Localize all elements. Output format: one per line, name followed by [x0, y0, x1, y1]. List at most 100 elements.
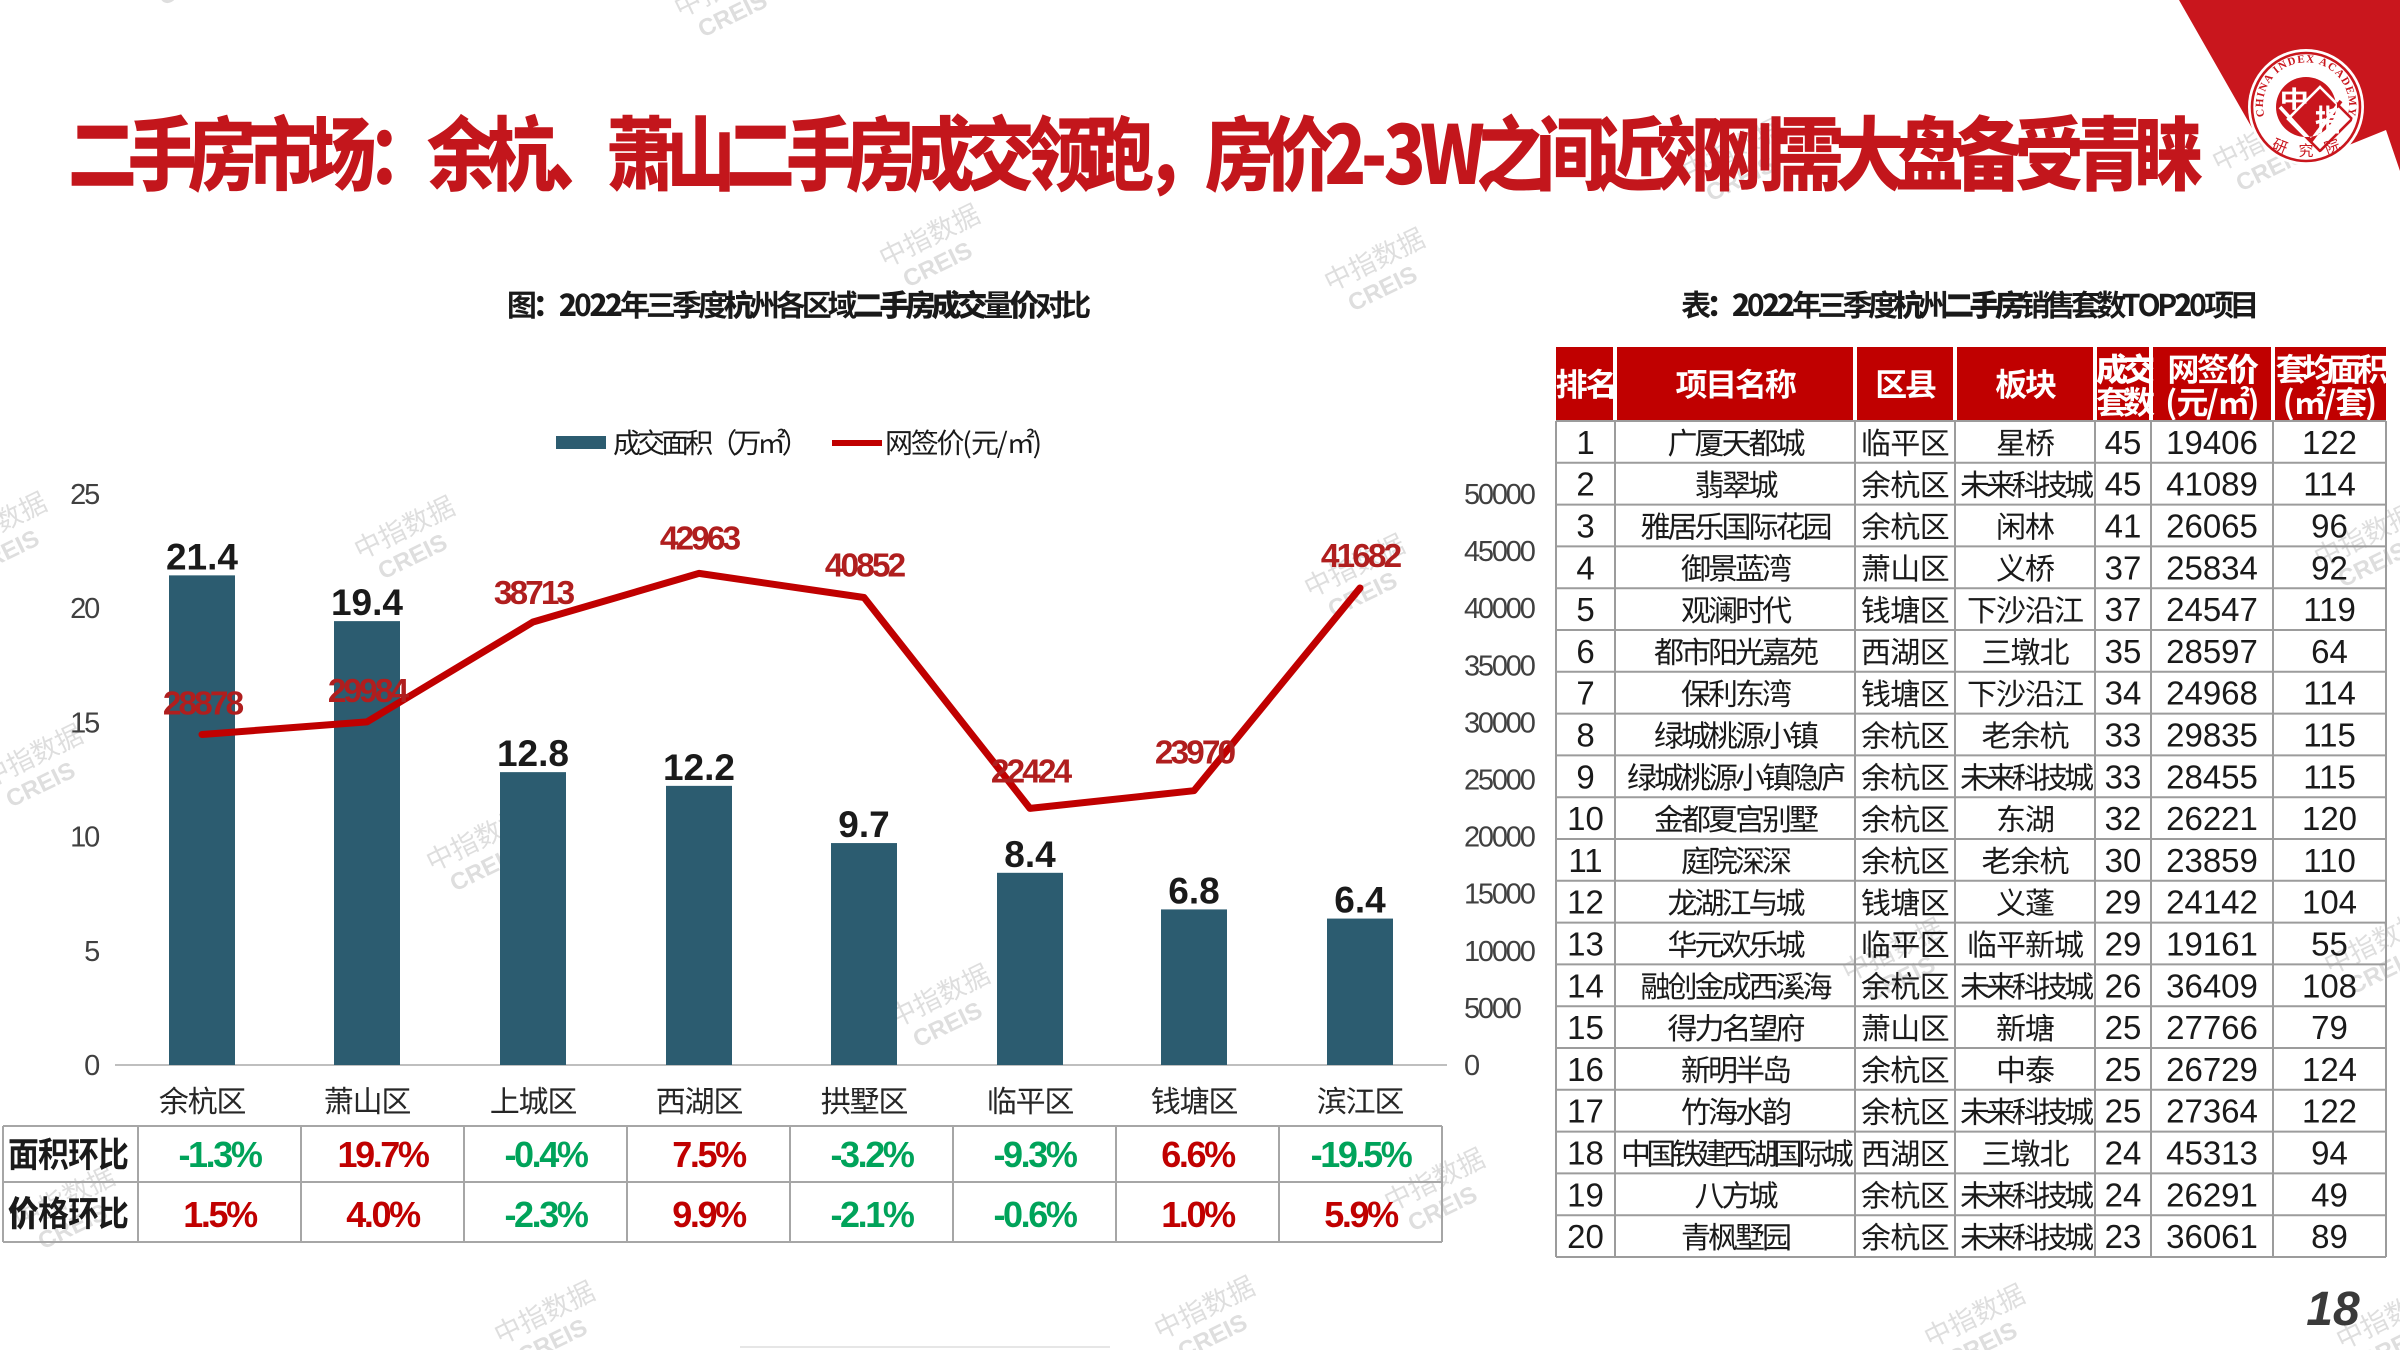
svg-text:122: 122 — [2302, 1093, 2357, 1130]
svg-text:3: 3 — [1576, 508, 1594, 545]
svg-text:38713: 38713 — [494, 575, 575, 612]
svg-text:26291: 26291 — [2166, 1176, 2258, 1213]
svg-text:30: 30 — [2105, 842, 2142, 879]
svg-text:45: 45 — [2105, 466, 2142, 503]
svg-text:CREIS: CREIS — [154, 0, 232, 11]
svg-text:-9.3%: -9.3% — [993, 1134, 1077, 1175]
svg-text:12: 12 — [1567, 884, 1604, 921]
svg-text:12.2: 12.2 — [663, 747, 735, 788]
svg-text:120: 120 — [2302, 800, 2357, 837]
svg-text:26: 26 — [2105, 967, 2142, 1004]
svg-text:20: 20 — [1567, 1218, 1604, 1255]
svg-text:19406: 19406 — [2166, 424, 2258, 461]
svg-text:12.8: 12.8 — [497, 733, 569, 774]
svg-text:19: 19 — [1567, 1176, 1604, 1213]
svg-text:-0.4%: -0.4% — [504, 1134, 588, 1175]
svg-text:28455: 28455 — [2166, 758, 2258, 795]
svg-text:49: 49 — [2311, 1176, 2348, 1213]
svg-text:13: 13 — [1567, 926, 1604, 963]
svg-text:25000: 25000 — [1464, 765, 1535, 797]
svg-text:115: 115 — [2303, 758, 2356, 795]
svg-text:41089: 41089 — [2166, 466, 2258, 503]
svg-text:26221: 26221 — [2166, 800, 2258, 837]
svg-text:115: 115 — [2303, 717, 2356, 754]
svg-text:5.9%: 5.9% — [1324, 1194, 1399, 1235]
svg-text:1.5%: 1.5% — [183, 1194, 258, 1235]
svg-text:20: 20 — [70, 593, 99, 625]
svg-text:36061: 36061 — [2166, 1218, 2258, 1255]
svg-text:36409: 36409 — [2166, 967, 2258, 1004]
svg-text:122: 122 — [2302, 424, 2357, 461]
svg-text:104: 104 — [2302, 884, 2357, 921]
svg-text:37: 37 — [2105, 549, 2142, 586]
svg-text:0: 0 — [84, 1050, 99, 1082]
svg-text:5: 5 — [1576, 591, 1594, 628]
svg-text:35: 35 — [2105, 633, 2142, 670]
svg-text:40852: 40852 — [825, 548, 906, 585]
svg-text:29: 29 — [2105, 884, 2142, 921]
svg-text:2: 2 — [1576, 466, 1594, 503]
svg-text:-19.5%: -19.5% — [1311, 1134, 1413, 1175]
svg-text:8.4: 8.4 — [1004, 834, 1056, 875]
svg-text:25: 25 — [2105, 1009, 2142, 1046]
svg-text:30000: 30000 — [1464, 707, 1535, 739]
svg-text:29984: 29984 — [328, 673, 410, 710]
svg-text:11: 11 — [1568, 842, 1602, 879]
svg-text:6.4: 6.4 — [1334, 880, 1386, 921]
svg-text:33: 33 — [2105, 758, 2142, 795]
svg-text:16: 16 — [1567, 1051, 1604, 1088]
svg-text:26065: 26065 — [2166, 508, 2258, 545]
svg-text:0: 0 — [1464, 1050, 1479, 1082]
svg-text:-2.1%: -2.1% — [830, 1194, 914, 1235]
svg-text:CREIS: CREIS — [0, 525, 44, 581]
svg-text:7.5%: 7.5% — [672, 1134, 747, 1175]
svg-text:94: 94 — [2311, 1135, 2348, 1172]
svg-text:21.4: 21.4 — [166, 536, 238, 577]
svg-text:19.7%: 19.7% — [337, 1134, 429, 1175]
svg-text:10000: 10000 — [1464, 936, 1535, 968]
svg-text:1: 1 — [1576, 424, 1594, 461]
svg-text:-2.3%: -2.3% — [504, 1194, 588, 1235]
svg-text:-3.2%: -3.2% — [830, 1134, 914, 1175]
svg-text:34: 34 — [2105, 675, 2142, 712]
svg-text:9.7: 9.7 — [838, 804, 889, 845]
svg-text:1.0%: 1.0% — [1161, 1194, 1236, 1235]
svg-text:6.6%: 6.6% — [1161, 1134, 1236, 1175]
svg-text:27766: 27766 — [2166, 1009, 2258, 1046]
svg-text:26729: 26729 — [2166, 1051, 2258, 1088]
svg-text:96: 96 — [2311, 508, 2348, 545]
svg-text:24968: 24968 — [2166, 675, 2258, 712]
svg-text:15000: 15000 — [1464, 879, 1535, 911]
svg-text:29835: 29835 — [2166, 717, 2258, 754]
svg-text:40000: 40000 — [1464, 593, 1535, 625]
svg-text:20000: 20000 — [1464, 822, 1535, 854]
svg-text:35000: 35000 — [1464, 650, 1535, 682]
svg-text:41: 41 — [2105, 508, 2142, 545]
svg-text:45000: 45000 — [1464, 536, 1535, 568]
svg-text:32: 32 — [2105, 800, 2142, 837]
svg-text:9: 9 — [1576, 758, 1594, 795]
svg-text:110: 110 — [2303, 842, 2356, 879]
svg-text:7: 7 — [1576, 675, 1594, 712]
svg-text:114: 114 — [2303, 675, 2356, 712]
svg-text:6: 6 — [1576, 633, 1594, 670]
svg-text:92: 92 — [2311, 549, 2348, 586]
svg-text:CREIS: CREIS — [694, 0, 772, 43]
svg-text:19.4: 19.4 — [331, 582, 403, 623]
svg-text:25834: 25834 — [2166, 549, 2258, 586]
svg-text:41682: 41682 — [1321, 538, 1402, 575]
svg-text:29: 29 — [2105, 926, 2142, 963]
svg-text:25: 25 — [2105, 1051, 2142, 1088]
svg-text:18: 18 — [2306, 1283, 2360, 1336]
svg-text:108: 108 — [2302, 967, 2357, 1004]
svg-text:17: 17 — [1567, 1093, 1604, 1130]
svg-text:24142: 24142 — [2166, 884, 2258, 921]
svg-text:24547: 24547 — [2166, 591, 2258, 628]
svg-text:10: 10 — [1567, 800, 1604, 837]
svg-text:50000: 50000 — [1464, 479, 1535, 511]
svg-text:18: 18 — [1567, 1135, 1604, 1172]
svg-text:79: 79 — [2311, 1009, 2348, 1046]
svg-text:9.9%: 9.9% — [672, 1194, 747, 1235]
svg-text:4.0%: 4.0% — [346, 1194, 421, 1235]
svg-text:28597: 28597 — [2166, 633, 2258, 670]
